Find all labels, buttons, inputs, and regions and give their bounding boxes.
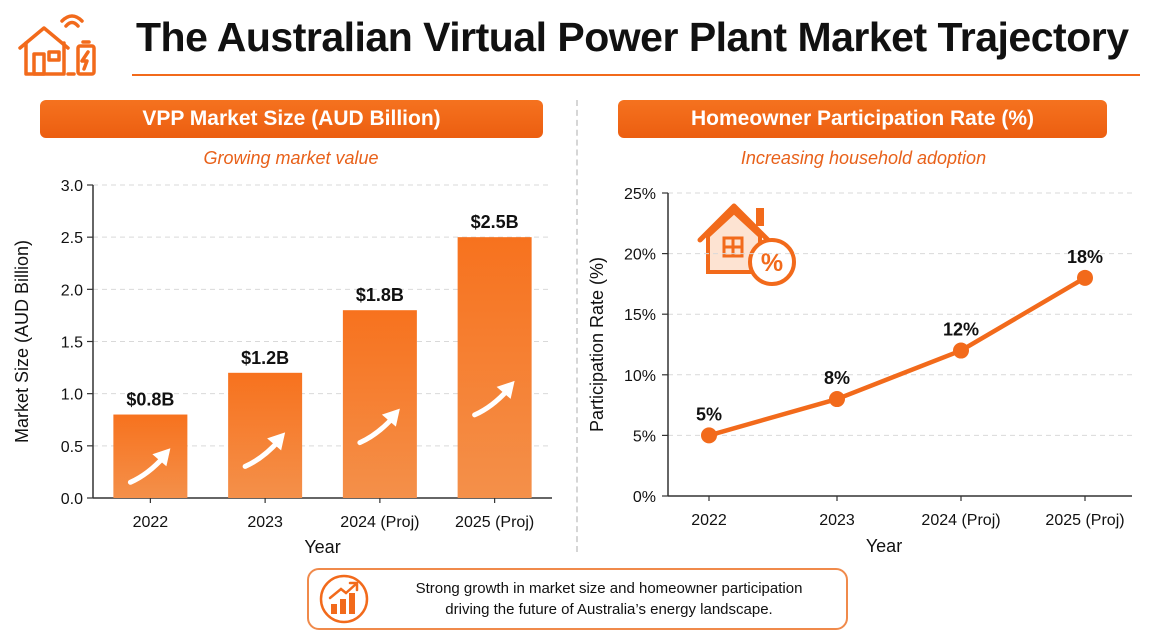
summary-callout: Strong growth in market size and homeown… [307,568,848,630]
data-point [1077,269,1093,286]
participation-heading: Homeowner Participation Rate (%) [618,100,1107,138]
header: The Australian Virtual Power Plant Marke… [0,0,1152,80]
point-value-label: 18% [1067,247,1103,267]
bar [342,310,417,498]
bar [113,414,188,498]
summary-line-2: driving the future of Australia’s energy… [445,601,773,618]
x-tick-label: 2023 [247,514,283,531]
y-tick-label: 15% [624,307,656,324]
summary-line-1: Strong growth in market size and homeown… [415,580,803,597]
bar-value-label: $1.2B [241,348,289,368]
page-title: The Australian Virtual Power Plant Marke… [136,14,1129,60]
y-tick-label: 10% [624,368,656,385]
panel-divider [576,100,578,552]
up-arrow-icon [357,408,400,446]
x-tick-label: 2022 [691,512,727,529]
participation-line [706,275,1088,438]
x-tick-label: 2025 (Proj) [1045,512,1124,529]
market-size-subtitle: Growing market value [203,148,379,168]
y-tick-label: 2.5 [61,230,83,247]
point-value-label: 12% [943,320,979,340]
point-value-label: 8% [824,368,850,388]
x-tick-label: 2023 [819,512,855,529]
participation-subtitle: Increasing household adoption [740,148,987,168]
y-tick-label: 1.0 [61,387,83,404]
x-tick-label: 2024 (Proj) [921,512,1000,529]
title-underline [132,74,1140,76]
y-axis-title: Participation Rate (%) [587,257,607,432]
y-tick-label: 0.0 [61,491,83,508]
x-axis-title: Year [304,537,340,557]
y-tick-label: 0% [633,489,656,506]
market-size-bar-chart: 0.0 0.5 1.0 1.5 2.0 2.5 3.0 $0.8B 2022 $1.2B 2023 $… [12,178,552,557]
y-axis-title: Market Size (AUD Billion) [12,240,32,443]
x-axis-title: Year [866,536,902,556]
smart-home-battery-icon [18,14,96,76]
x-tick-label: 2022 [133,514,169,531]
y-tick-label: 0.5 [61,439,83,456]
up-arrow-icon [472,380,515,418]
bar-value-label: $0.8B [126,390,174,410]
participation-panel: Homeowner Participation Rate (%) Increas… [586,96,1146,556]
y-tick-label: 20% [624,247,656,264]
bar [457,237,532,498]
y-tick-label: 3.0 [61,178,83,195]
house-percent-icon: % [697,203,796,286]
x-tick-label: 2024 (Proj) [340,514,419,531]
data-point [953,342,969,359]
summary-text: Strong growth in market size and homeown… [379,578,839,620]
participation-line-chart: % 0% 5% 10% 15% 20% 25% 5% 8% 12% 18% 2022 2023 2024… [587,186,1132,556]
point-value-label: 5% [696,404,722,424]
y-tick-label: 1.5 [61,335,83,352]
x-tick-label: 2025 (Proj) [455,514,534,531]
y-tick-label: 2.0 [61,282,83,299]
up-arrow-icon [242,432,286,469]
bar-value-label: $2.5B [471,212,519,232]
market-size-heading: VPP Market Size (AUD Billion) [40,100,543,138]
data-point [829,391,845,408]
bar [228,372,303,498]
y-tick-label: 25% [624,186,656,203]
svg-text:%: % [761,249,783,277]
rising-bar-chart-icon [319,574,369,624]
market-size-panel: VPP Market Size (AUD Billion) Growing ma… [6,96,566,557]
bar-value-label: $1.8B [356,285,404,305]
y-tick-label: 5% [633,428,656,445]
up-arrow-icon [127,448,171,485]
data-point [701,427,717,444]
